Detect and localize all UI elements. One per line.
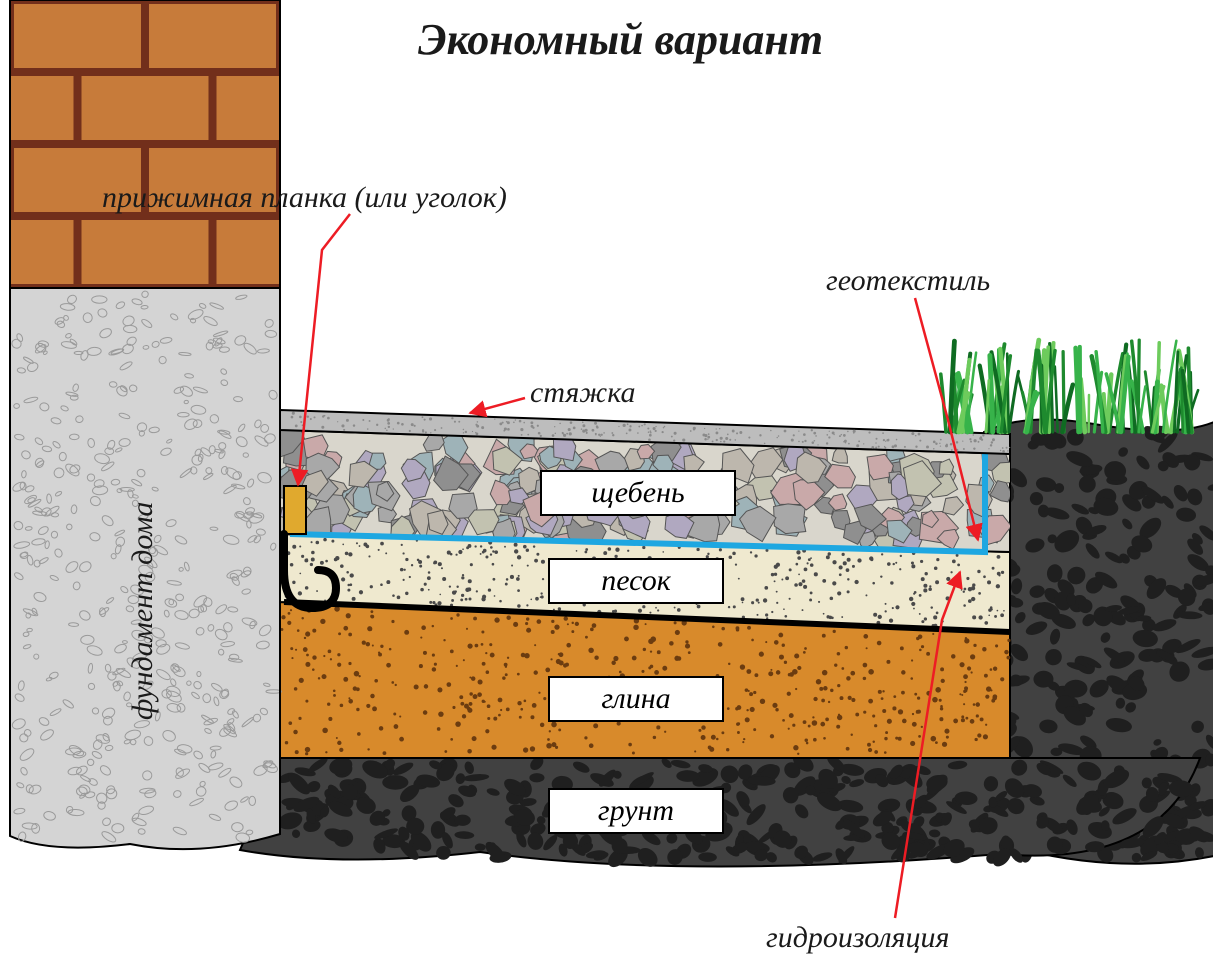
ann-press-bar: прижимная планка (или уголок)	[102, 181, 507, 215]
diagram-title: Экономный вариант	[418, 14, 823, 65]
label-gravel: щебень	[540, 470, 736, 516]
ann-waterproof: гидроизоляция	[766, 921, 949, 955]
ann-geotextile: геотекстиль	[826, 264, 990, 298]
label-clay: глина	[548, 676, 724, 722]
foundation-label: фундамент дома	[126, 502, 160, 720]
label-sand: песок	[548, 558, 724, 604]
label-ground: грунт	[548, 788, 724, 834]
ann-screed: стяжка	[530, 376, 635, 410]
